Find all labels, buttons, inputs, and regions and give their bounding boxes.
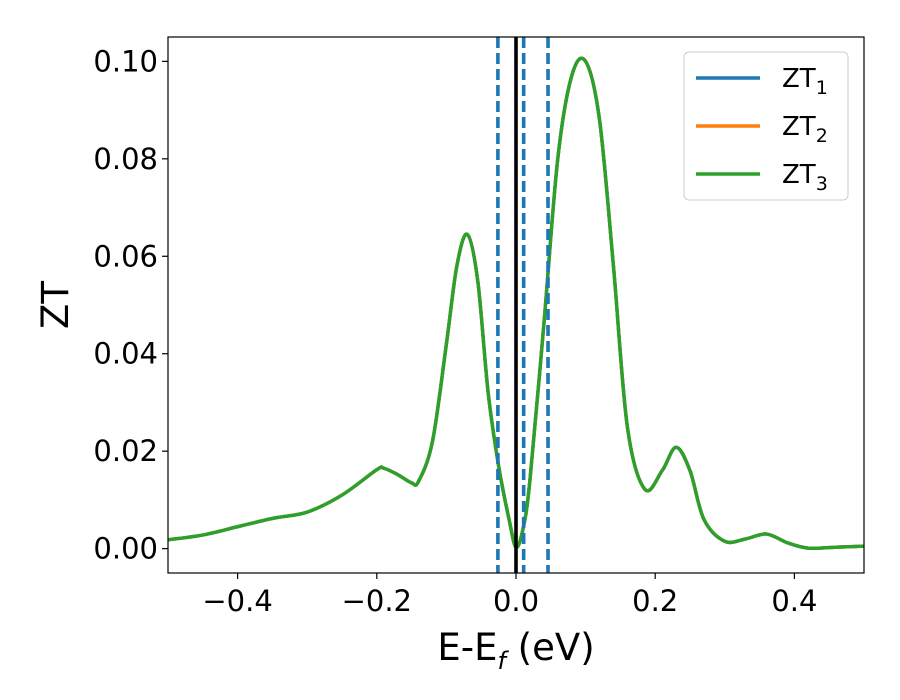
y-axis-title: ZT [34,281,77,329]
y-tick-label: 0.02 [93,434,158,468]
x-tick-label: 0.0 [493,584,539,618]
legend-label-zt3: ZT3 [782,160,828,195]
x-tick-label: −0.2 [342,584,412,618]
x-tick-label: 0.4 [771,584,817,618]
legend-box [683,51,849,201]
y-tick-label: 0.06 [93,239,158,273]
x-axis-title: E-Ef (eV) [437,626,594,675]
legend-label-zt2: ZT2 [782,112,828,147]
legend: ZT1 ZT2 ZT3 [683,51,849,201]
axis-ticks: −0.4 −0.2 0.0 0.2 0.4 0.00 0.02 0.04 0.06 0.08 0.1… [93,44,817,618]
legend-label-zt1: ZT1 [782,64,828,99]
x-tick-label: −0.4 [202,584,272,618]
y-tick-label: 0.10 [93,44,158,78]
x-tick-label: 0.2 [632,584,678,618]
plot-area [168,37,864,573]
series-line-zt3 [168,56,864,551]
y-tick-label: 0.00 [93,532,158,566]
x-axis-title-main: E-E [437,626,497,669]
y-tick-label: 0.08 [93,142,158,176]
legend-items: ZT1 ZT2 ZT3 [696,64,828,195]
x-axis-title-unit: (eV) [506,626,595,669]
y-tick-label: 0.04 [93,337,158,371]
